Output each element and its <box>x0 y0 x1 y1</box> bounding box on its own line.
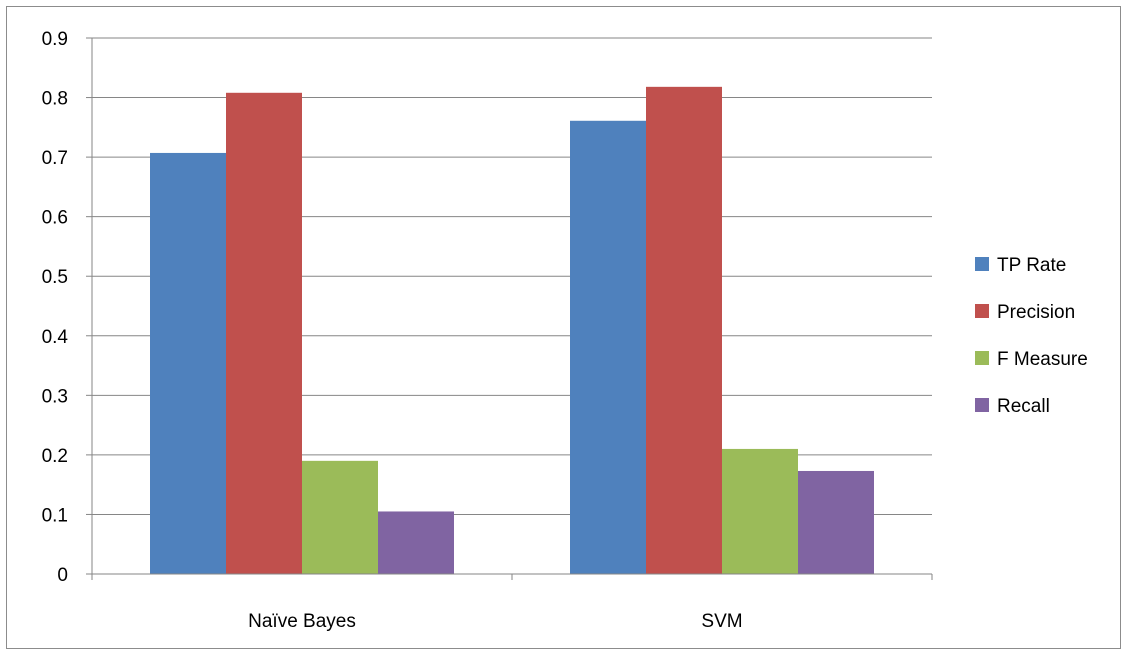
x-tick-label: Naïve Bayes <box>248 611 356 632</box>
x-tick-labels: Naïve Bayes SVM <box>248 611 742 632</box>
y-tick-label: 0.2 <box>42 446 68 467</box>
axes <box>86 37 933 580</box>
y-tick-label: 0.1 <box>42 505 68 526</box>
bar <box>378 511 454 574</box>
y-tick-label: 0.9 <box>42 29 68 50</box>
y-tick-label: 0.3 <box>42 386 68 407</box>
legend: TP Rate Precision F Measure Recall <box>975 255 1088 417</box>
legend-swatch <box>975 351 989 365</box>
bars <box>150 86 874 575</box>
bar <box>646 86 722 574</box>
legend-swatch <box>975 398 989 412</box>
legend-swatch <box>975 257 989 271</box>
legend-swatch <box>975 304 989 318</box>
y-tick-label: 0.6 <box>42 208 68 229</box>
y-tick-label: 0.7 <box>42 148 68 169</box>
legend-label: Recall <box>997 396 1050 417</box>
y-tick-label: 0.4 <box>42 327 69 348</box>
y-tick-label: 0 <box>57 565 68 586</box>
bar <box>570 120 646 574</box>
y-tick-label: 0.8 <box>42 89 68 110</box>
legend-label: Precision <box>997 302 1075 323</box>
x-tick-label: SVM <box>701 611 742 632</box>
bar <box>722 448 798 574</box>
bar <box>302 460 378 574</box>
bar <box>798 470 874 574</box>
legend-label: TP Rate <box>997 255 1066 276</box>
bar <box>226 92 302 575</box>
y-tick-label: 0.5 <box>42 267 68 288</box>
bar <box>150 152 226 575</box>
y-tick-labels: 0 0.1 0.2 0.3 0.4 0.5 0.6 0.7 0.8 0.9 <box>42 29 69 586</box>
legend-label: F Measure <box>997 349 1088 370</box>
